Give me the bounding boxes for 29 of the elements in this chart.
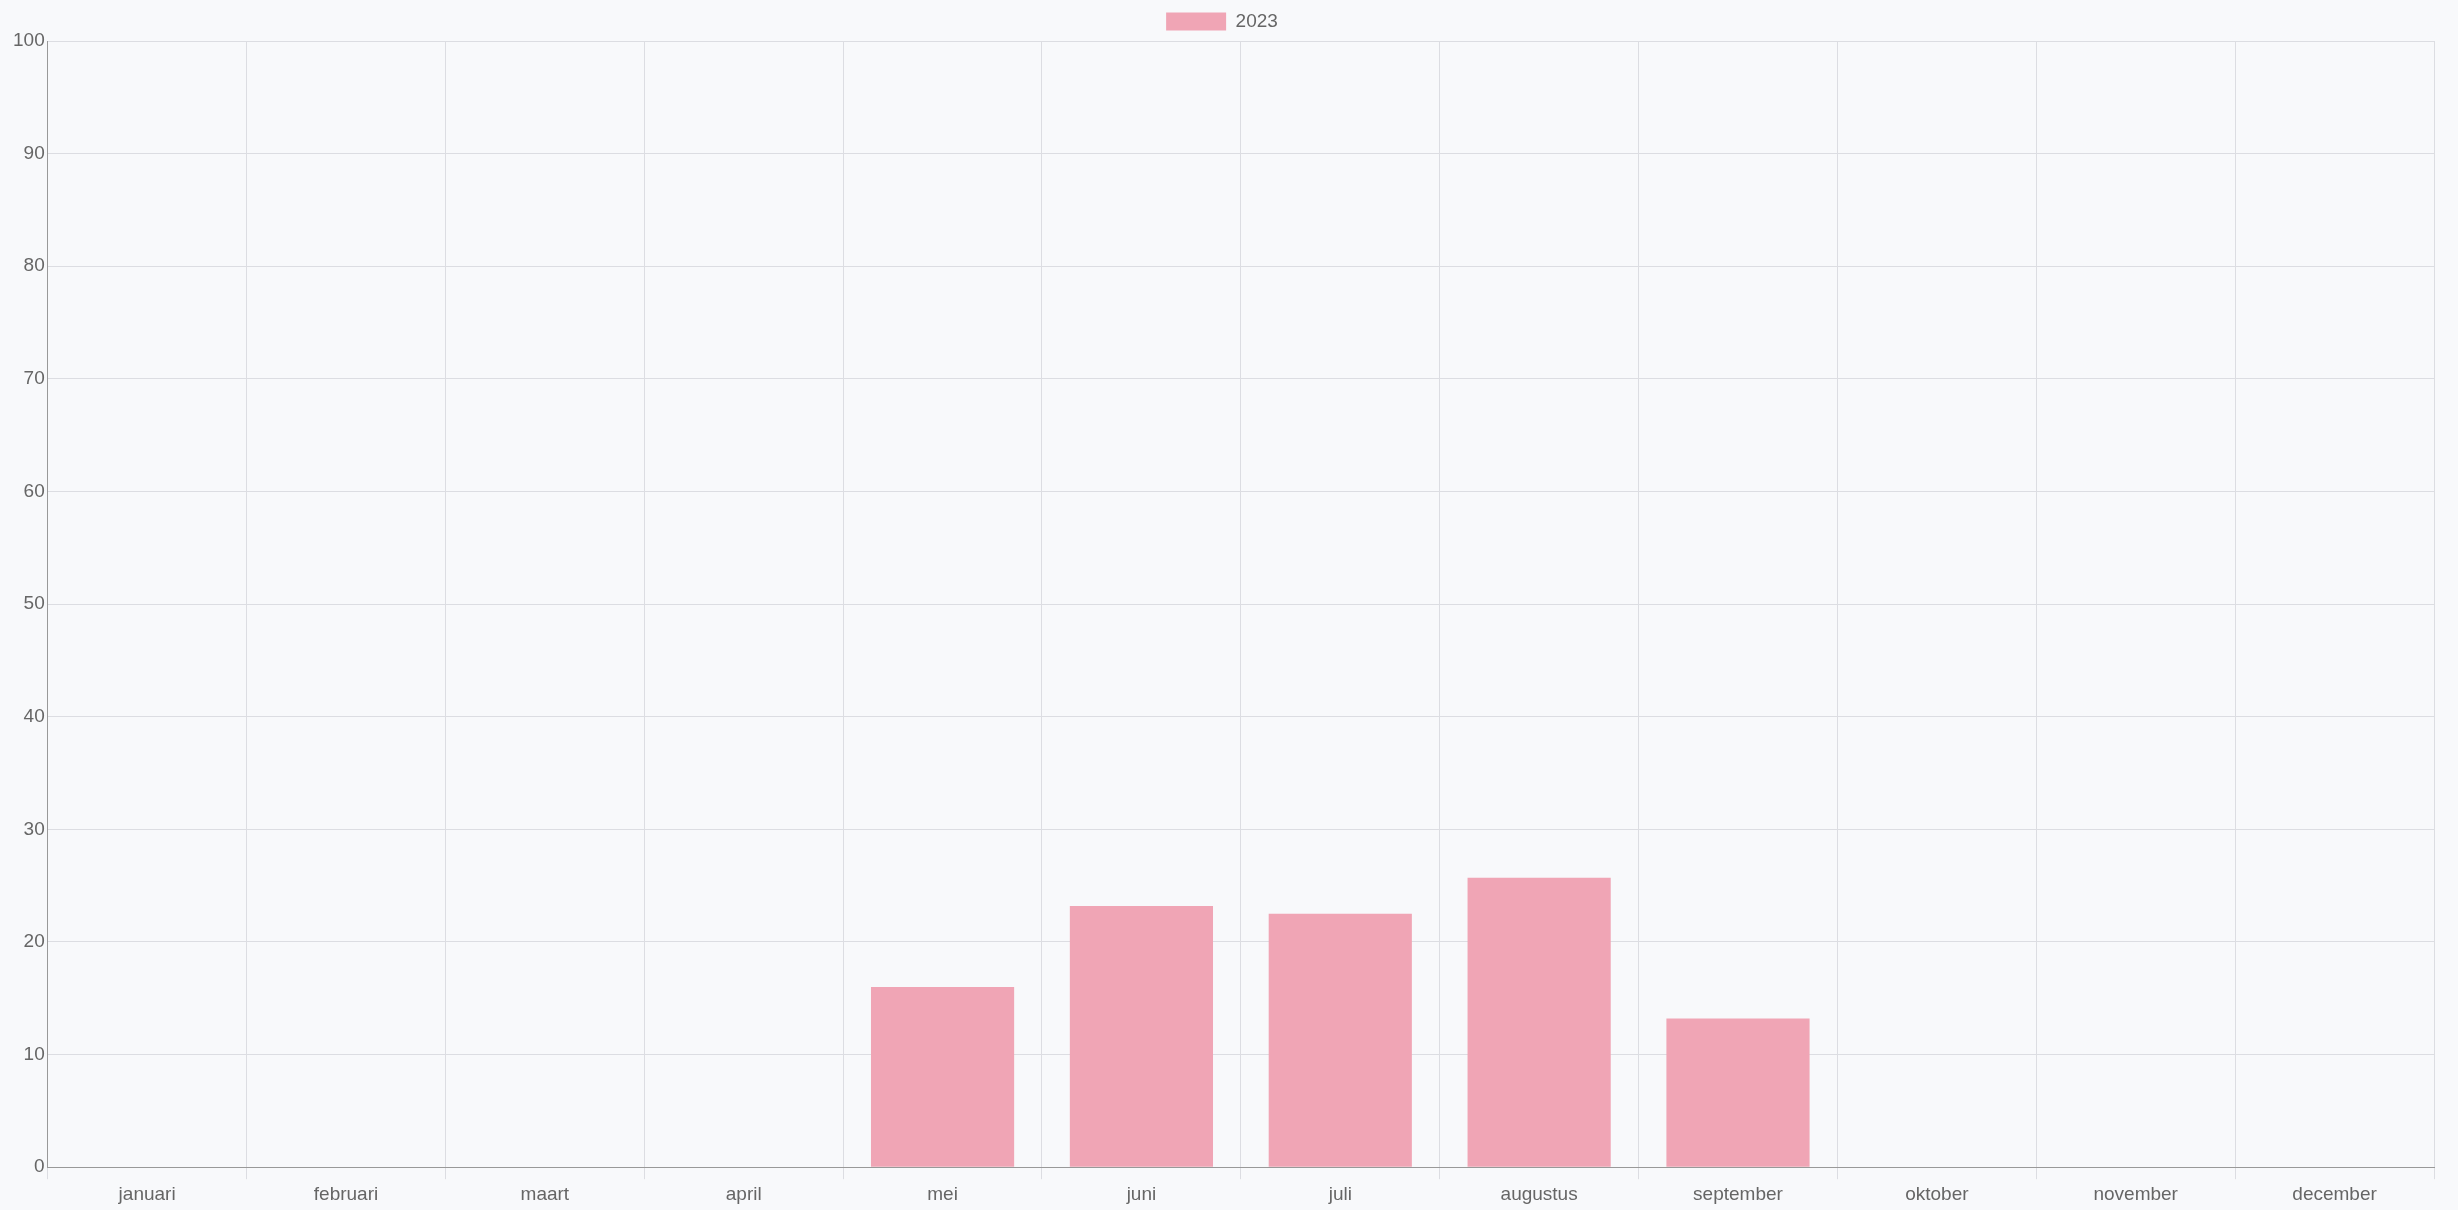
y-tick-label: 20 xyxy=(23,930,45,952)
x-tick-label: maart xyxy=(520,1182,570,1204)
y-tick-label: 30 xyxy=(23,817,45,839)
y-tick-label: 70 xyxy=(23,367,45,389)
x-tick-label: februari xyxy=(313,1182,379,1204)
y-tick-label: 50 xyxy=(23,592,45,614)
y-tick-label: 90 xyxy=(23,141,45,163)
bar xyxy=(1467,877,1611,1167)
x-tick-label: september xyxy=(1693,1182,1784,1204)
x-tick-label: oktober xyxy=(1905,1182,1970,1204)
x-tick-label: april xyxy=(725,1182,762,1204)
x-tick-label: mei xyxy=(927,1182,958,1204)
bar xyxy=(1666,1018,1810,1167)
x-tick-label: december xyxy=(2292,1182,2378,1204)
y-tick-label: 60 xyxy=(23,479,45,501)
x-tick-label: juli xyxy=(1327,1182,1352,1204)
x-tick-label: juni xyxy=(1125,1182,1157,1204)
y-tick-label: 0 xyxy=(34,1155,45,1177)
y-tick-label: 40 xyxy=(23,704,45,726)
y-tick-label: 100 xyxy=(13,29,45,51)
legend-label: 2023 xyxy=(1235,9,1278,31)
x-tick-label: november xyxy=(2093,1182,2179,1204)
y-tick-label: 80 xyxy=(23,254,45,276)
y-tick-label: 10 xyxy=(23,1042,45,1064)
x-tick-label: januari xyxy=(117,1182,176,1204)
bar xyxy=(1268,913,1412,1167)
bar xyxy=(1069,905,1214,1167)
bar xyxy=(870,987,1015,1167)
x-tick-label: augustus xyxy=(1500,1182,1578,1204)
